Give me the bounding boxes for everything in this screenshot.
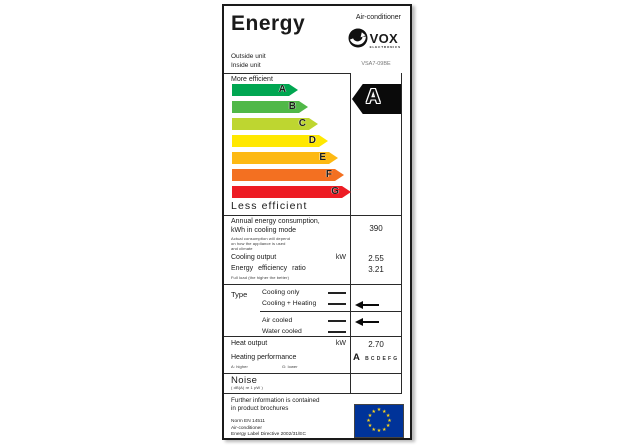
heating-note-right: G: lower <box>282 364 298 369</box>
column-divider <box>350 73 352 394</box>
type-option-dash <box>328 303 346 305</box>
noise-note: ( dB(A) re 1 pW ) <box>231 385 263 390</box>
model-number: VSA7-09BE <box>361 61 391 67</box>
consumption-note-3: and climate <box>231 246 253 251</box>
eu-star-icon: ★ <box>382 426 387 433</box>
noise-label: Noise <box>231 375 258 386</box>
type-option-water-cooled: Water cooled <box>262 328 302 335</box>
less-efficient-label: Less efficient <box>231 200 308 212</box>
cooling-output-unit: kW <box>335 254 346 261</box>
eu-star-icon: ★ <box>367 423 373 430</box>
heat-output-value: 2.70 <box>368 340 384 349</box>
bar-letter: F <box>325 169 332 180</box>
footer-info-2: in product brochures <box>231 405 289 412</box>
consumption-note-1: Actual consumption will depend <box>231 236 291 241</box>
heating-scale-letter: F <box>388 356 392 362</box>
brand-subtitle: ELECTRONICS <box>369 44 401 49</box>
eu-star-icon: ★ <box>371 426 377 433</box>
heating-scale-letter: D <box>376 356 381 362</box>
eer-value: 3.21 <box>368 265 384 274</box>
eu-star-icon: ★ <box>376 428 382 435</box>
heat-output-unit: kW <box>335 340 346 347</box>
divider <box>224 373 402 375</box>
heating-performance-label: Heating performance <box>231 354 297 361</box>
value-column-right-line <box>401 73 403 394</box>
bar-letter: G <box>331 186 339 197</box>
annual-consumption-value: 390 <box>369 224 383 233</box>
product-type-text: Air-conditioner <box>355 14 401 21</box>
heating-scale-letter: E <box>382 356 386 362</box>
type-option-air-cooled: Air cooled <box>262 317 293 324</box>
eu-flag: ★ ★ ★ ★ ★ ★ ★ ★ ★ ★ ★ ★ <box>354 404 404 438</box>
heating-scale-letter: G <box>393 356 398 362</box>
efficiency-bar-d: D <box>232 135 328 147</box>
eu-star-icon: ★ <box>366 417 371 424</box>
type-group-divider <box>260 311 402 312</box>
bar-letter: B <box>288 101 296 112</box>
bar-letter: D <box>308 135 316 146</box>
cooling-output-label: Cooling output <box>231 254 277 261</box>
bar-letter: A <box>278 84 286 95</box>
eu-star-icon: ★ <box>371 408 377 415</box>
footer-product: Air-conditioner <box>231 425 262 431</box>
type-option-cooling-only: Cooling only <box>262 289 300 296</box>
inside-unit-label: Inside unit <box>231 62 261 69</box>
brand-name: VOX <box>369 30 398 46</box>
type-option-dash <box>328 331 346 333</box>
divider <box>224 336 402 338</box>
heating-scale-letter: C <box>370 356 375 362</box>
divider <box>224 393 402 395</box>
heating-scale-letter: B <box>365 356 369 362</box>
eer-note: Full load (the higher the better) <box>231 275 289 280</box>
cooling-output-value: 2.55 <box>368 254 384 263</box>
more-efficient-label: More efficient <box>231 76 273 83</box>
selected-arrow-icon <box>355 318 380 326</box>
energy-label: Energy Air-conditioner VOX ELECTRONICS O… <box>222 4 412 440</box>
efficiency-bar-g: G <box>232 186 351 198</box>
rating-arrow: A <box>352 84 401 114</box>
efficiency-bar-c: C <box>232 118 318 130</box>
footer-norm: Norm EN 14511 <box>231 419 266 424</box>
footer-info-1: Further information is contained <box>231 397 320 404</box>
footer-directive: Energy Label Directive 2002/31/EC <box>231 432 306 437</box>
heating-note-left: A: higher <box>231 364 248 369</box>
type-option-cooling-heating: Cooling + Heating <box>262 300 317 307</box>
eu-star-icon: ★ <box>385 423 391 430</box>
outside-unit-label: Outside unit <box>231 53 266 60</box>
type-option-dash <box>328 292 346 294</box>
vox-logo-icon <box>348 28 368 53</box>
annual-consumption-label-2: kWh in cooling mode <box>231 227 296 234</box>
energy-title: Energy <box>231 12 306 35</box>
eu-star-icon: ★ <box>385 412 391 419</box>
efficiency-bar-f: F <box>232 169 344 181</box>
annual-consumption-label-1: Annual energy consumption, <box>231 218 320 225</box>
eer-label: Energy efficiency ratio <box>231 265 306 272</box>
rating-letter: A <box>366 86 381 108</box>
efficiency-bar-b: B <box>232 101 308 113</box>
bar-letter: E <box>319 152 326 163</box>
heat-output-label: Heat output <box>231 340 268 347</box>
efficiency-bar-e: E <box>232 152 338 164</box>
eu-star-icon: ★ <box>376 407 382 414</box>
type-label: Type <box>231 290 248 299</box>
type-option-dash <box>328 320 346 322</box>
selected-arrow-icon <box>355 301 380 309</box>
divider <box>224 284 402 286</box>
heating-scale-letter: A <box>353 352 360 363</box>
consumption-note-2: on how the appliance is used <box>231 241 286 246</box>
eu-star-icon: ★ <box>382 408 387 415</box>
eu-star-icon: ★ <box>387 417 392 424</box>
brand-logo: VOX ELECTRONICS <box>348 28 401 53</box>
divider <box>224 73 351 75</box>
divider <box>224 215 402 217</box>
efficiency-bar-a: A <box>232 84 298 96</box>
eu-star-icon: ★ <box>367 412 373 419</box>
bar-letter: C <box>298 118 306 129</box>
